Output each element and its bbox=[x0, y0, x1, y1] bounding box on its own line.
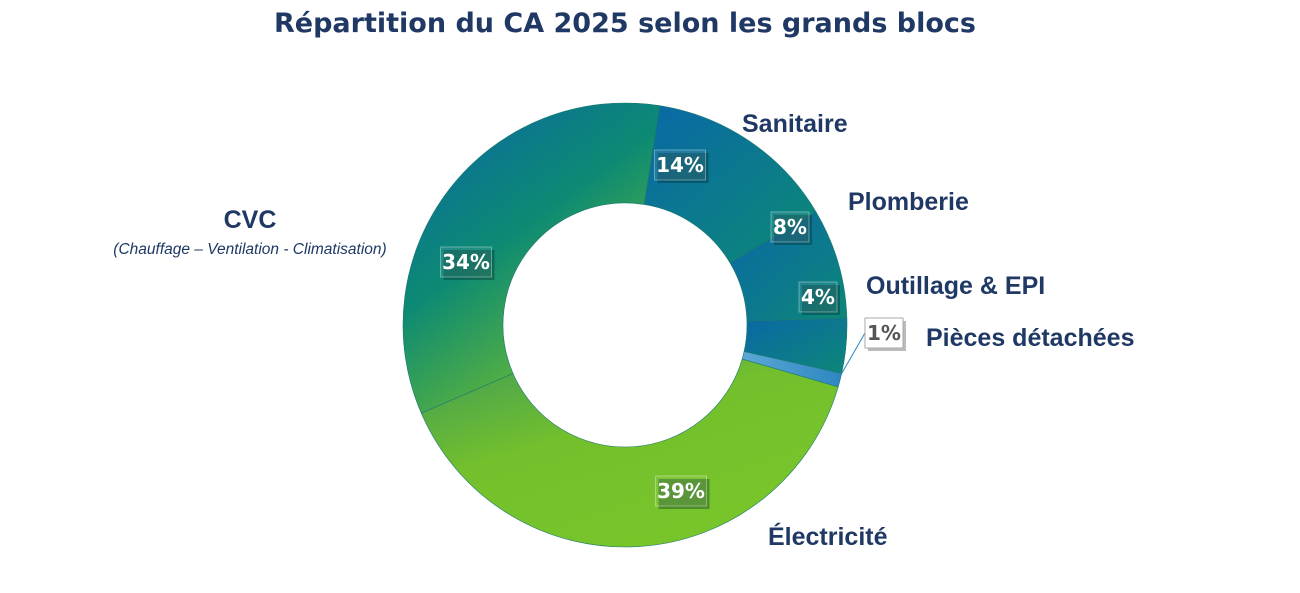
category-label-sanitaire: Sanitaire bbox=[742, 110, 848, 138]
chart-title: Répartition du CA 2025 selon les grands … bbox=[274, 8, 976, 39]
pct-label-outillage-epi: 4% bbox=[798, 281, 840, 315]
pct-label-plomberie: 8% bbox=[770, 211, 812, 245]
category-label-electricite: Électricité bbox=[768, 522, 888, 551]
slice-cvc bbox=[402, 102, 661, 414]
category-label-plomberie: Plomberie bbox=[848, 188, 969, 216]
category-label-pieces-detachees: Pièces détachées bbox=[926, 324, 1134, 352]
pct-text-outillage-epi: 4% bbox=[801, 285, 835, 309]
leader-line-pieces-detachees bbox=[837, 332, 866, 380]
pct-text-plomberie: 8% bbox=[773, 215, 807, 239]
pct-label-pieces-detachees: 1% bbox=[864, 317, 906, 351]
pct-text-pieces-detachees: 1% bbox=[867, 321, 901, 345]
pct-text-sanitaire: 14% bbox=[656, 153, 704, 177]
pct-label-electricite: 39% bbox=[655, 475, 710, 509]
category-label-cvc: CVC bbox=[224, 206, 277, 234]
pct-label-cvc: 34% bbox=[440, 246, 495, 280]
category-label-outillage-epi: Outillage & EPI bbox=[866, 272, 1045, 300]
slice-electricite bbox=[420, 358, 839, 548]
pct-text-electricite: 39% bbox=[657, 479, 705, 503]
pct-text-cvc: 34% bbox=[442, 250, 490, 274]
pct-label-sanitaire: 14% bbox=[654, 149, 709, 183]
category-subtitle-cvc: (Chauffage – Ventilation - Climatisation… bbox=[113, 241, 386, 258]
